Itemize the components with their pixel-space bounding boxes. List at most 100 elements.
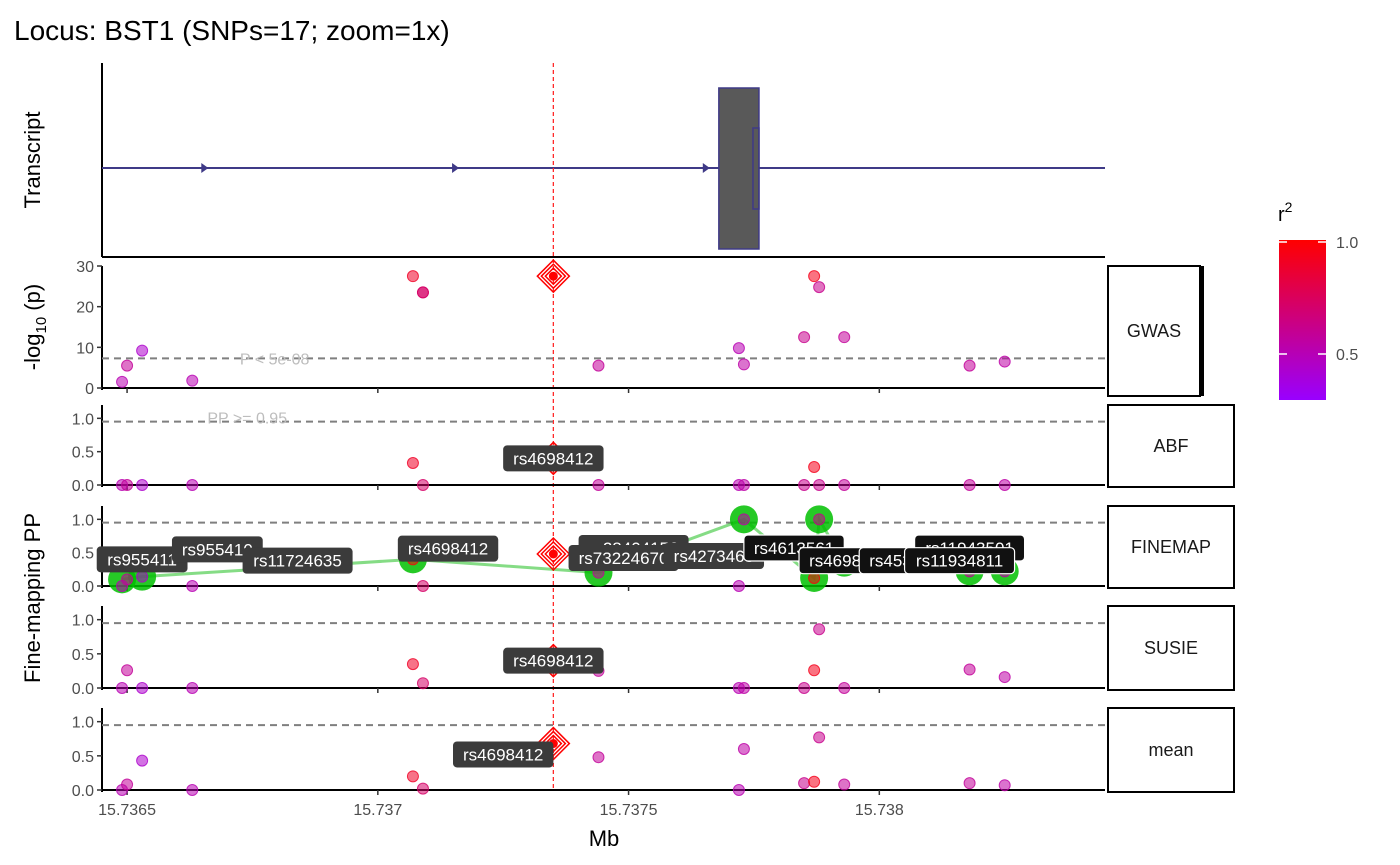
susie-snp-point [808, 664, 821, 677]
susie-snp-point [798, 682, 811, 694]
mean-snp-point [838, 778, 851, 791]
r2-legend: r2 1.0 0.5 [1278, 199, 1358, 400]
gwas-snp-point [592, 359, 605, 372]
finemap-lead-dot [548, 549, 558, 559]
finemap-snp-label-box [663, 543, 765, 569]
susie-snp-label-text: rs4698412 [513, 652, 593, 671]
gwas-facet-label: GWAS [1127, 321, 1181, 341]
gwas-ylabel-suffix: (p) [20, 284, 45, 317]
finemap-snp-label-box [171, 536, 263, 563]
abf-snp-point [416, 479, 429, 491]
gwas-snp-point [732, 342, 745, 355]
gwas-ytick-label: 10 [76, 340, 94, 357]
susie-snp-point [737, 682, 750, 694]
abf-snp-point [808, 461, 821, 473]
gwas-snp-point [136, 344, 149, 357]
finemap-snp-point [416, 580, 429, 592]
finemap-ytick-label: 1.0 [72, 512, 94, 529]
gwas-snp-point [121, 359, 134, 372]
finemap-snp-label-text: rs11724635 [253, 552, 342, 571]
finemap-snp-point [737, 513, 750, 526]
x-tick-label: 15.7375 [600, 802, 658, 819]
x-tick-label: 15.738 [855, 802, 904, 819]
finemap-ytick-label: 0.0 [72, 579, 94, 596]
mean-ytick-label: 0.0 [72, 783, 94, 800]
legend-break-label: 1.0 [1336, 235, 1358, 252]
susie-panel: 0.0 0.5 1.0 rs4698412 SUSIE [72, 605, 1235, 698]
finemap-lead-snp-marker [536, 536, 571, 572]
finemap-snp-label: rs4273468 [663, 543, 765, 569]
gwas-snp-point [798, 331, 811, 344]
finemap-snp-label: rs955411 [96, 546, 188, 573]
legend-title: r2 [1278, 199, 1293, 226]
susie-snp-point [186, 682, 199, 694]
mean-snp-point [136, 754, 149, 767]
mean-snp-point [998, 779, 1011, 792]
susie-facet-strip [1107, 605, 1235, 691]
mean-snp-point [121, 778, 134, 791]
finemap-snp-label-text: rs4698412 [408, 540, 488, 559]
gwas-panel: 0 10 20 30 P < 5e-08 GWAS [76, 259, 1204, 398]
abf-snp-point [963, 479, 976, 491]
mean-snp-point [798, 777, 811, 790]
abf-snp-label: rs4698412 [503, 445, 604, 472]
legend-title-sup: 2 [1285, 199, 1293, 215]
susie-snp-point [406, 658, 419, 671]
abf-snp-point [121, 479, 134, 491]
finemap-snp-point [732, 580, 745, 592]
gwas-snp-point [186, 374, 199, 387]
mean-snp-point [808, 775, 821, 788]
mean-snp-point [732, 784, 745, 796]
gwas-snp-point [116, 375, 129, 388]
susie-snp-point [838, 682, 851, 694]
finemap-snp-label-text: rs4273468 [674, 547, 754, 566]
gwas-lead-diamond [536, 259, 571, 294]
transcript-arrow-2 [702, 163, 710, 173]
exon-inner [752, 127, 760, 210]
finemap-lead-diamond [540, 540, 567, 568]
plot-title: Locus: BST1 (SNPs=17; zoom=1x) [14, 15, 450, 46]
abf-facet-strip [1107, 404, 1235, 488]
finemap-snp-label: rs11724635 [242, 547, 353, 574]
gwas-ylabel-main: -log [20, 334, 45, 371]
abf-snp-point [592, 479, 605, 491]
mean-snp-label: rs4698412 [453, 741, 554, 768]
gwas-snp-point [838, 331, 851, 344]
abf-snp-point [838, 479, 851, 491]
mean-ytick-label: 1.0 [72, 715, 94, 732]
finemap-lead-diamond [536, 536, 571, 572]
finemap-snp-label: rs955410 [171, 536, 263, 563]
abf-snp-label-box [503, 445, 604, 472]
x-tick-label: 15.7365 [98, 802, 156, 819]
abf-ytick-label: 0.5 [72, 445, 94, 462]
susie-snp-point [963, 663, 976, 676]
gwas-snp-point [813, 281, 826, 294]
abf-panel: 0.0 0.5 1.0 PP >= 0.95 rs4698412 ABF [72, 404, 1235, 495]
legend-title-main: r [1278, 204, 1285, 226]
gwas-ytick-label: 20 [76, 300, 94, 317]
abf-snp-point [813, 479, 826, 491]
gwas-snp-point [998, 355, 1011, 368]
mean-snp-point [406, 770, 419, 783]
mean-snp-point [813, 731, 826, 744]
abf-snp-point [406, 457, 419, 469]
abf-ytick-label: 0.0 [72, 478, 94, 495]
finemap-snp-point [186, 580, 199, 592]
susie-snp-label-box [503, 647, 604, 674]
mean-facet-label: mean [1148, 740, 1193, 760]
finemap-facet-strip [1107, 505, 1235, 589]
finemap-snp-label-text: rs955411 [107, 550, 177, 569]
abf-snp-point [186, 479, 199, 491]
gwas-ytick-label: 0 [85, 381, 94, 398]
gwas-lead-diamond [540, 263, 567, 290]
transcript-arrow-1 [452, 163, 460, 173]
mean-snp-point [416, 782, 429, 795]
gwas-lead-diamond [544, 267, 563, 286]
susie-snp-label: rs4698412 [503, 647, 604, 674]
mean-snp-label-text: rs4698412 [463, 745, 543, 764]
gwas-snp-point [963, 359, 976, 372]
susie-snp-point [121, 664, 134, 677]
finemap-snp-label-box [96, 546, 188, 573]
